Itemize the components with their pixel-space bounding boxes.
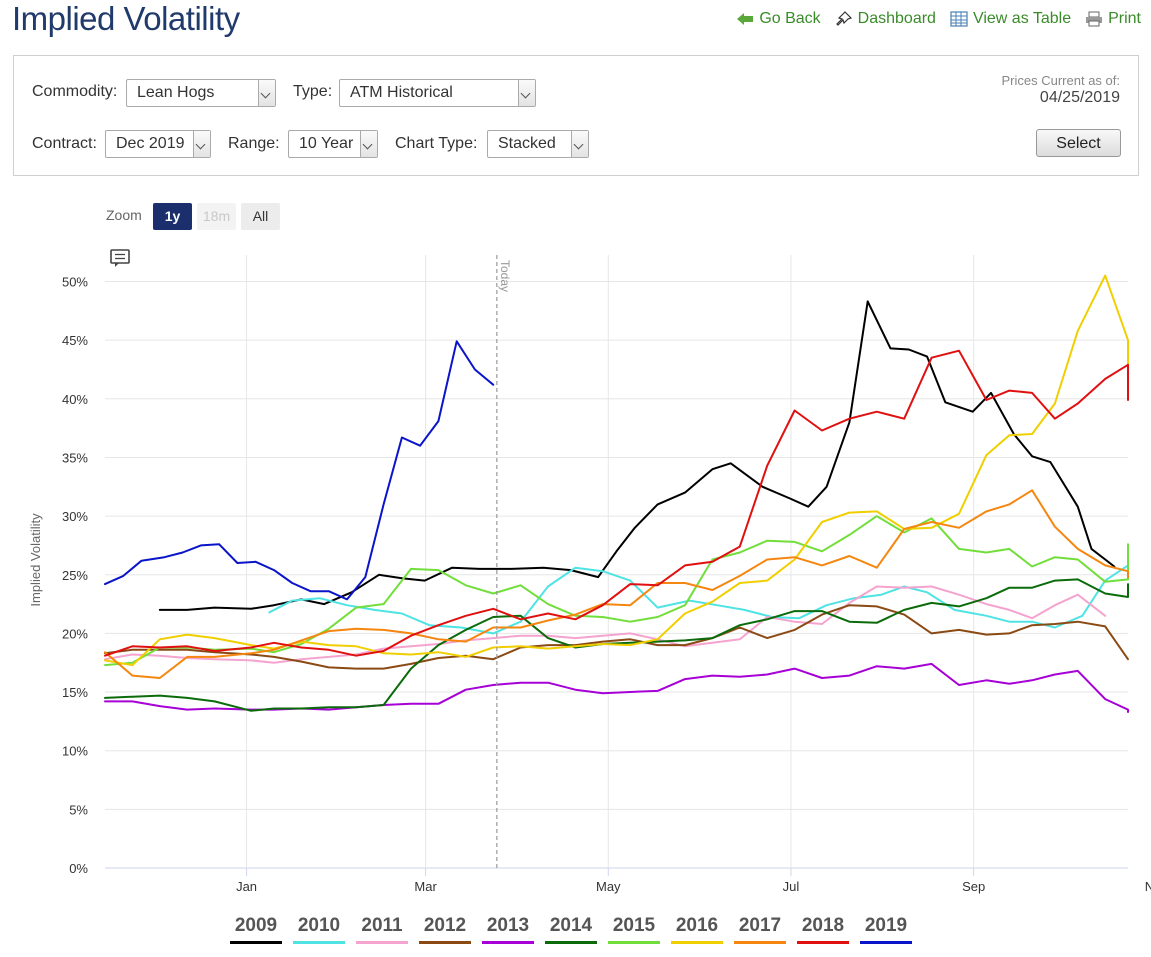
zoom-label: Zoom bbox=[106, 207, 142, 223]
legend-item-2016[interactable]: 2016 bbox=[671, 915, 723, 944]
legend-item-2009[interactable]: 2009 bbox=[230, 915, 282, 944]
x-tick-label: Mar bbox=[414, 879, 437, 894]
zoom-all-button[interactable]: All bbox=[241, 203, 280, 230]
series-line-2013 bbox=[104, 662, 1129, 713]
chart-legend: 2009 2010 2011 2012 2013 2014 2015 2016 2017 2018… bbox=[230, 915, 912, 944]
type-label: Type: bbox=[293, 83, 333, 100]
y-tick-label: 5% bbox=[69, 802, 88, 817]
print-label: Print bbox=[1108, 10, 1141, 27]
y-axis-title: Implied Volatility bbox=[28, 513, 43, 607]
series-line-2012 bbox=[104, 604, 1129, 670]
y-tick-label: 30% bbox=[62, 509, 88, 524]
filter-panel: Commodity: Lean Hogs Type: ATM Historica… bbox=[13, 55, 1139, 176]
series-line-2011 bbox=[104, 585, 1107, 664]
legend-item-2019[interactable]: 2019 bbox=[860, 915, 912, 944]
chevron-down-icon bbox=[518, 80, 535, 106]
legend-item-2010[interactable]: 2010 bbox=[293, 915, 345, 944]
type-select[interactable]: ATM Historical bbox=[339, 79, 536, 107]
contract-value: Dec 2019 bbox=[116, 135, 185, 152]
go-back-link[interactable]: Go Back bbox=[736, 10, 821, 28]
legend-item-2013[interactable]: 2013 bbox=[482, 915, 534, 944]
printer-icon bbox=[1086, 11, 1103, 27]
series-line-2018 bbox=[104, 349, 1129, 657]
chart-type-select[interactable]: Stacked bbox=[487, 130, 589, 158]
print-link[interactable]: Print bbox=[1085, 10, 1141, 28]
comment-icon-tail bbox=[115, 263, 119, 267]
today-marker-label: Today bbox=[498, 260, 512, 292]
y-tick-label: 50% bbox=[62, 275, 88, 290]
x-tick-label: Jan bbox=[236, 879, 257, 894]
chevron-down-icon bbox=[571, 131, 588, 157]
commodity-label: Commodity: bbox=[32, 83, 118, 100]
x-tick-label: Nov bbox=[1145, 879, 1151, 894]
series-line-2019 bbox=[104, 340, 495, 601]
dashboard-link[interactable]: Dashboard bbox=[835, 10, 936, 28]
comment-icon bbox=[110, 249, 130, 267]
zoom-1y-button[interactable]: 1y bbox=[153, 203, 192, 230]
arrow-left-icon bbox=[737, 13, 754, 25]
chevron-down-icon bbox=[258, 80, 275, 106]
y-tick-label: 35% bbox=[62, 450, 88, 465]
range-label: Range: bbox=[228, 135, 280, 152]
legend-item-2011[interactable]: 2011 bbox=[356, 915, 408, 944]
chart-type-label: Chart Type: bbox=[395, 135, 478, 152]
prices-current-label: Prices Current as of: bbox=[1001, 73, 1121, 88]
legend-item-2015[interactable]: 2015 bbox=[608, 915, 660, 944]
y-tick-label: 0% bbox=[69, 861, 88, 876]
view-as-table-label: View as Table bbox=[972, 10, 1072, 27]
range-select[interactable]: 10 Year bbox=[288, 130, 378, 158]
type-value: ATM Historical bbox=[350, 84, 453, 101]
commodity-select[interactable]: Lean Hogs bbox=[126, 79, 276, 107]
top-links: Go Back Dashboard View as Table Print bbox=[736, 10, 1141, 28]
y-tick-label: 40% bbox=[62, 392, 88, 407]
y-tick-label: 10% bbox=[62, 744, 88, 759]
zoom-18m-button[interactable]: 18m bbox=[197, 203, 236, 230]
y-tick-label: 15% bbox=[62, 685, 88, 700]
series-line-2009 bbox=[158, 300, 1116, 611]
y-tick-label: 45% bbox=[62, 333, 88, 348]
dashboard-label: Dashboard bbox=[857, 10, 936, 27]
series-line-2010 bbox=[268, 564, 1129, 635]
prices-current-date: 04/25/2019 bbox=[1039, 89, 1120, 106]
x-tick-label: May bbox=[596, 879, 621, 894]
select-button[interactable]: Select bbox=[1036, 129, 1121, 157]
table-icon bbox=[950, 11, 968, 27]
commodity-value: Lean Hogs bbox=[137, 84, 215, 101]
chevron-down-icon bbox=[193, 131, 210, 157]
legend-item-2012[interactable]: 2012 bbox=[419, 915, 471, 944]
x-tick-label: Sep bbox=[962, 879, 985, 894]
legend-item-2018[interactable]: 2018 bbox=[797, 915, 849, 944]
series-line-2015 bbox=[104, 515, 1129, 667]
contract-select[interactable]: Dec 2019 bbox=[105, 130, 211, 158]
y-tick-label: 25% bbox=[62, 568, 88, 583]
legend-item-2017[interactable]: 2017 bbox=[734, 915, 786, 944]
pin-icon bbox=[835, 11, 852, 26]
chevron-down-icon bbox=[360, 131, 377, 157]
legend-item-2014[interactable]: 2014 bbox=[545, 915, 597, 944]
x-tick-label: Jul bbox=[783, 879, 800, 894]
range-value: 10 Year bbox=[299, 135, 354, 152]
y-tick-label: 20% bbox=[62, 626, 88, 641]
chart-type-value: Stacked bbox=[498, 135, 556, 152]
comment-icon-box bbox=[110, 249, 130, 264]
view-as-table-link[interactable]: View as Table bbox=[950, 10, 1071, 28]
contract-label: Contract: bbox=[32, 135, 97, 152]
page-title: Implied Volatility bbox=[12, 0, 240, 37]
go-back-label: Go Back bbox=[759, 10, 821, 27]
